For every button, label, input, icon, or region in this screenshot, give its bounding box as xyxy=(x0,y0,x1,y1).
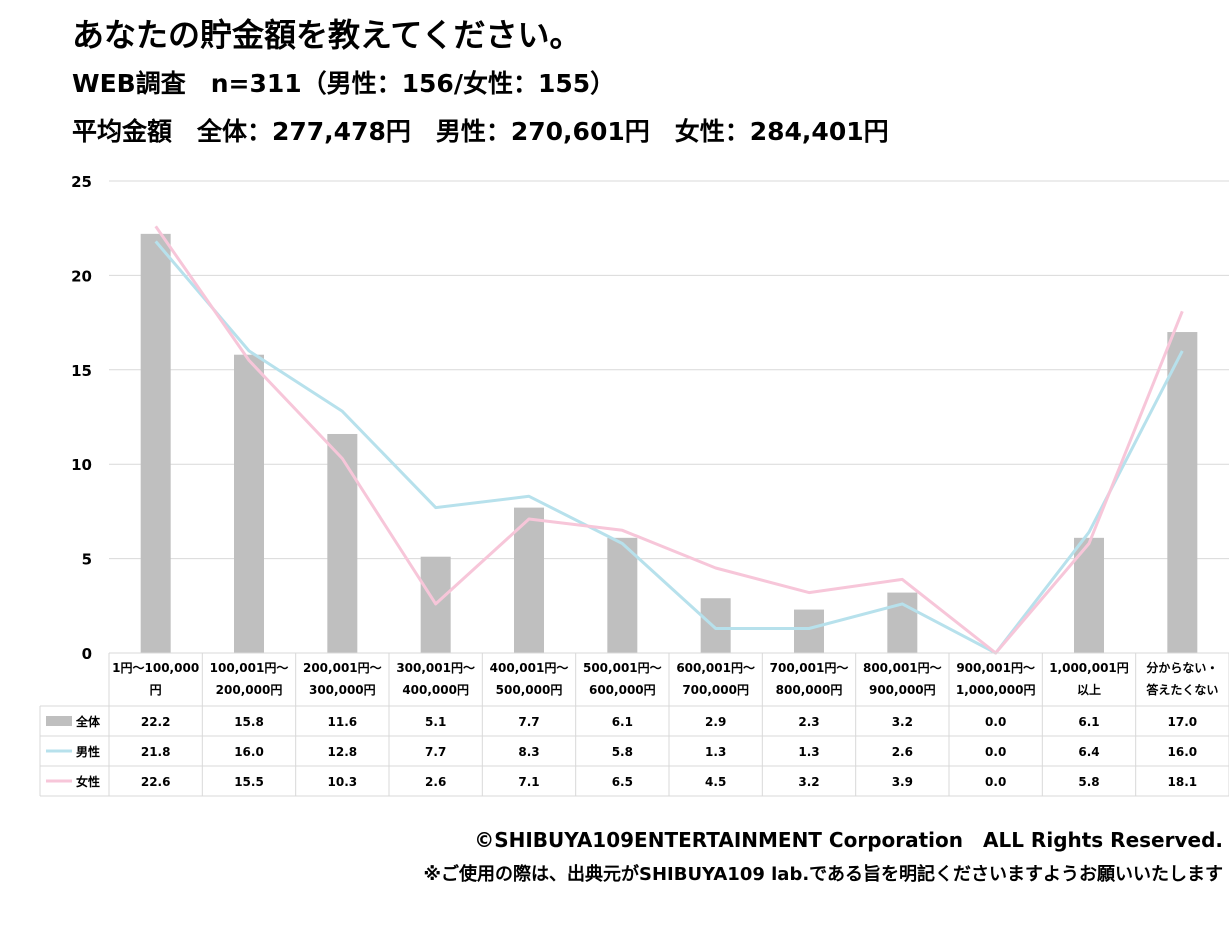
data-value-全体: 2.9 xyxy=(705,715,726,729)
data-value-女性: 18.1 xyxy=(1168,775,1198,789)
x-category-label: 200,001円〜 xyxy=(303,661,382,675)
data-value-女性: 0.0 xyxy=(985,775,1006,789)
data-value-男性: 7.7 xyxy=(425,745,446,759)
data-value-男性: 1.3 xyxy=(798,745,819,759)
bar-全体 xyxy=(140,233,171,653)
data-value-男性: 8.3 xyxy=(518,745,539,759)
x-category-label: 以上 xyxy=(1077,682,1101,697)
data-value-男性: 0.0 xyxy=(985,745,1006,759)
data-value-男性: 12.8 xyxy=(328,745,358,759)
data-value-女性: 7.1 xyxy=(518,775,539,789)
x-category-label: 800,000円 xyxy=(776,683,843,697)
data-value-女性: 22.6 xyxy=(141,775,171,789)
x-category-label: 700,001円〜 xyxy=(770,661,849,675)
y-tick-label: 5 xyxy=(82,551,92,569)
x-category-label: 1,000,001円 xyxy=(1049,661,1129,675)
line-女性 xyxy=(154,225,1184,655)
data-value-男性: 2.6 xyxy=(892,745,913,759)
data-value-女性: 5.8 xyxy=(1078,775,1099,789)
data-value-全体: 5.1 xyxy=(425,715,446,729)
bar-全体 xyxy=(607,537,638,653)
legend-label: 女性 xyxy=(76,774,100,789)
data-value-全体: 17.0 xyxy=(1168,715,1198,729)
data-value-男性: 21.8 xyxy=(141,745,171,759)
average-amounts: 平均金額 全体：277,478円 男性：270,601円 女性：284,401円 xyxy=(72,117,889,146)
data-value-全体: 7.7 xyxy=(518,715,539,729)
data-value-全体: 6.1 xyxy=(1078,715,1099,729)
data-value-女性: 10.3 xyxy=(328,775,358,789)
data-value-男性: 1.3 xyxy=(705,745,726,759)
survey-info: WEB調査 n=311（男性：156/女性：155） xyxy=(72,69,616,98)
data-value-女性: 15.5 xyxy=(234,775,264,789)
x-category-label: 500,000円 xyxy=(496,683,563,697)
data-value-男性: 5.8 xyxy=(612,745,633,759)
x-category-label: 800,001円〜 xyxy=(863,661,942,675)
data-value-全体: 11.6 xyxy=(328,715,358,729)
y-tick-label: 10 xyxy=(71,456,92,474)
y-tick-label: 15 xyxy=(71,362,92,380)
data-value-女性: 3.2 xyxy=(798,775,819,789)
x-category-label: 答えたくない xyxy=(1146,682,1218,697)
x-category-label: 400,001円〜 xyxy=(490,661,569,675)
data-value-女性: 4.5 xyxy=(705,775,726,789)
x-category-label: 1,000,000円 xyxy=(956,683,1036,697)
y-tick-label: 0 xyxy=(82,645,92,663)
x-category-label: 300,001円〜 xyxy=(396,661,475,675)
data-value-男性: 6.4 xyxy=(1078,745,1099,759)
x-category-label: 1円〜100,000 xyxy=(112,661,199,675)
data-value-全体: 0.0 xyxy=(985,715,1006,729)
x-category-label: 600,000円 xyxy=(589,683,656,697)
bar-全体 xyxy=(514,507,544,653)
data-value-男性: 16.0 xyxy=(1168,745,1198,759)
bar-全体 xyxy=(794,609,824,653)
x-category-label: 700,000円 xyxy=(682,683,749,697)
legend-label: 全体 xyxy=(75,714,101,729)
legend-key-全体 xyxy=(46,716,72,726)
x-category-label: 分からない・ xyxy=(1146,660,1218,675)
x-category-label: 600,001円〜 xyxy=(676,661,755,675)
data-value-全体: 22.2 xyxy=(141,715,171,729)
x-category-label: 200,000円 xyxy=(216,683,283,697)
bar-全体 xyxy=(234,354,264,653)
y-tick-label: 25 xyxy=(71,173,92,191)
bar-全体 xyxy=(327,433,358,653)
x-category-label: 100,001円〜 xyxy=(210,661,289,675)
x-category-label: 900,000円 xyxy=(869,683,936,697)
chart-title: あなたの貯金額を教えてください。 xyxy=(72,16,582,54)
data-value-女性: 2.6 xyxy=(425,775,446,789)
data-value-男性: 16.0 xyxy=(234,745,264,759)
y-tick-label: 20 xyxy=(71,267,92,285)
savings-chart: 0 5 10 15 20 25 1円〜100,000 円 100,001円〜 200,000円 20… xyxy=(39,173,1229,797)
x-category-label: 300,000円 xyxy=(309,683,376,697)
usage-notice: ※ご使用の際は、出典元がSHIBUYA109 lab.である旨を明記くださいます… xyxy=(423,864,1224,885)
bar-全体 xyxy=(887,592,918,653)
line-男性 xyxy=(154,240,1184,655)
bar-全体 xyxy=(700,598,731,653)
bar-全体 xyxy=(1167,332,1198,653)
data-value-全体: 6.1 xyxy=(612,715,633,729)
x-category-label: 900,001円〜 xyxy=(956,661,1035,675)
data-value-全体: 15.8 xyxy=(234,715,264,729)
data-value-全体: 3.2 xyxy=(892,715,913,729)
x-category-label: 円 xyxy=(150,683,162,697)
legend-label: 男性 xyxy=(76,744,100,759)
data-value-全体: 2.3 xyxy=(798,715,819,729)
x-category-label: 500,001円〜 xyxy=(583,661,662,675)
copyright-text: ©SHIBUYA109ENTERTAINMENT Corporation ALL… xyxy=(474,828,1223,852)
x-category-label: 400,000円 xyxy=(402,683,469,697)
data-value-女性: 3.9 xyxy=(892,775,913,789)
data-value-女性: 6.5 xyxy=(612,775,633,789)
